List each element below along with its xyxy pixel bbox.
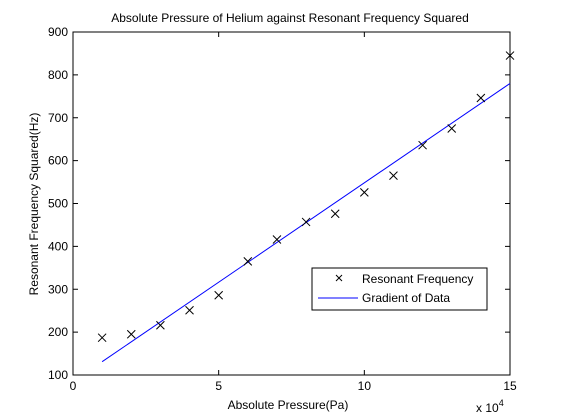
data-point-marker	[418, 140, 427, 150]
data-point-marker	[359, 187, 369, 197]
data-point-marker	[156, 320, 165, 330]
chart-title: Absolute Pressure of Helium against Reso…	[111, 11, 469, 25]
legend-box	[311, 267, 488, 311]
legend: Resonant Frequency Gradient of Data	[311, 267, 488, 311]
y-tick-label: 300	[48, 282, 68, 296]
y-tick-label: 800	[48, 68, 68, 82]
data-point-marker	[272, 235, 282, 244]
data-point-marker	[330, 209, 340, 219]
data-point-marker	[97, 333, 107, 343]
x-axis: 0 5 10 15	[70, 32, 517, 393]
legend-label-resonant-frequency: Resonant Frequency	[362, 272, 473, 286]
y-axis: 100 200 300 400 500 600 700 800 900	[48, 25, 510, 382]
data-point-marker	[243, 257, 253, 266]
data-point-marker	[389, 171, 398, 180]
y-tick-label: 700	[48, 111, 68, 125]
legend-marker-resonant-frequency	[335, 274, 343, 282]
data-point-marker	[185, 305, 194, 315]
series-layer	[97, 51, 515, 363]
y-tick-label: 100	[48, 368, 68, 382]
data-point-marker	[301, 217, 311, 227]
data-point-marker	[214, 290, 224, 300]
x-multiplier-base: x 10	[476, 401, 499, 415]
y-axis-title: Resonant Frequency Squared(Hz)	[27, 113, 41, 296]
y-tick-label: 600	[48, 154, 68, 168]
x-tick-label: 15	[503, 379, 517, 393]
y-tick-label: 200	[48, 325, 68, 339]
data-point-marker	[476, 93, 486, 103]
y-tick-label: 400	[48, 239, 68, 253]
data-point-marker	[126, 329, 136, 339]
x-tick-label: 0	[70, 379, 77, 393]
x-tick-label: 5	[215, 379, 222, 393]
y-tick-label: 500	[48, 197, 68, 211]
x-multiplier-exponent: 4	[499, 398, 504, 408]
data-point-marker	[447, 124, 457, 133]
data-point-marker	[505, 51, 515, 60]
legend-label-gradient: Gradient of Data	[362, 291, 450, 305]
x-axis-title: Absolute Pressure(Pa)	[228, 398, 349, 412]
x-tick-label: 10	[358, 379, 372, 393]
y-tick-label: 900	[48, 25, 68, 39]
plot-area	[72, 31, 511, 376]
x-axis-multiplier: x 104	[476, 398, 504, 415]
